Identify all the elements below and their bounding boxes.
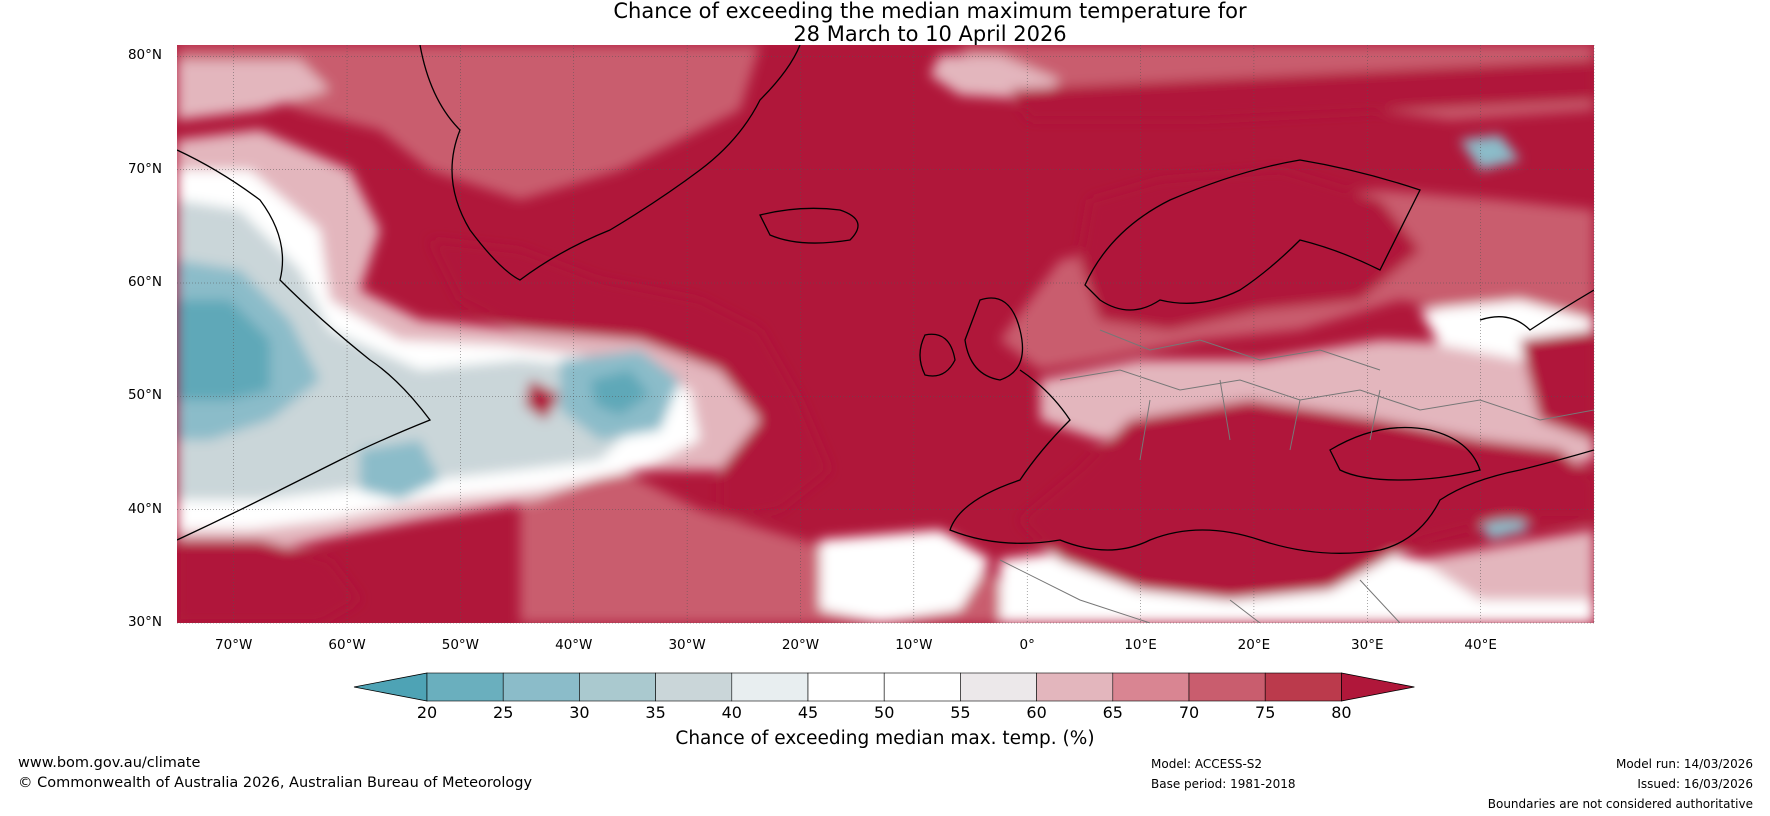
colorbar-tick-label: 35	[645, 703, 666, 722]
latitude-label: 70°N	[127, 160, 162, 177]
model-name: Model: ACCESS-S2	[1151, 757, 1263, 771]
colorbar-tick-label: 45	[797, 703, 819, 722]
coastlines	[177, 45, 1594, 554]
colorbar-segment	[655, 672, 733, 702]
region-nova-scotia-cool	[360, 440, 440, 500]
border-line-3	[1139, 379, 1381, 461]
colorbar-extend-low	[353, 672, 428, 702]
region-volga-hot	[1520, 330, 1594, 440]
colorbar-tick-label: 75	[1255, 703, 1276, 722]
colorbar-tick-label: 40	[721, 703, 742, 722]
title-line-2: 28 March to 10 April 2026	[793, 22, 1067, 46]
coastline-north-america	[177, 149, 432, 541]
latitude-label: 80°N	[127, 47, 162, 64]
longitude-label: 30°W	[668, 637, 706, 653]
region-hot-spot-a	[525, 380, 560, 420]
longitude-label: 10°E	[1124, 637, 1157, 653]
latitude-label: 60°N	[127, 274, 162, 290]
longitude-label: 0°	[1019, 637, 1035, 653]
border-line-africa	[999, 559, 1401, 623]
colorbar-segment	[1036, 672, 1114, 702]
coastline-russia	[1479, 289, 1594, 331]
border-line-1	[1059, 369, 1594, 421]
border-line-2	[1099, 329, 1381, 371]
longitude-label: 10°W	[895, 637, 933, 653]
graticule	[177, 45, 1595, 624]
model-run-date: Model run: 14/03/2026	[1615, 757, 1753, 771]
coastline-scandinavia	[1084, 159, 1421, 311]
longitude-label: 70°W	[215, 637, 253, 653]
longitude-label: 60°W	[328, 637, 366, 653]
colorbar-tick-label: 20	[416, 703, 438, 722]
longitude-label: 30°E	[1351, 637, 1384, 653]
coastline-europe-mediterranean	[949, 369, 1594, 554]
map-field	[177, 45, 1594, 623]
copyright-text: © Commonwealth of Australia 2026, Austra…	[18, 775, 533, 791]
coastline-greenland	[419, 45, 801, 281]
region-azores-neutral	[820, 530, 990, 623]
colorbar-segment	[426, 672, 504, 702]
website-link[interactable]: www.bom.gov.au/climate	[18, 755, 201, 771]
colorbar-tick-label: 55	[950, 703, 971, 722]
colorbar-segment	[502, 672, 580, 702]
longitude-label: 50°W	[441, 637, 480, 653]
coastline-iceland	[759, 207, 859, 244]
colorbar-tick-label: 60	[1026, 703, 1047, 722]
longitude-label: 20°W	[781, 637, 820, 653]
region-midatlantic-cool-strong	[590, 370, 650, 415]
colorbar-segment	[1264, 672, 1342, 702]
colorbar-tick-label: 65	[1102, 703, 1123, 722]
latitude-label: 30°N	[127, 614, 162, 630]
longitude-label: 20°E	[1237, 637, 1271, 653]
colorbar-segment	[731, 672, 809, 702]
colorbar-tick-label: 30	[569, 703, 590, 722]
region-svalbard-mild	[930, 55, 1060, 100]
colorbar-segment	[960, 672, 1037, 702]
region-gulf-stream-hot	[177, 540, 360, 623]
colorbar-tick-label: 50	[874, 703, 895, 722]
longitude-label: 40°E	[1464, 637, 1497, 653]
coastline-britain	[964, 297, 1024, 381]
map-title: Chance of exceeding the median maximum t…	[0, 0, 1770, 46]
colorbar-extend-high	[1341, 672, 1415, 702]
colorbar-tick-label: 70	[1178, 703, 1200, 722]
region-arctic-hot	[1010, 60, 1594, 120]
region-barents-cool	[1460, 135, 1520, 170]
colorbar-segment	[883, 672, 961, 702]
issued-date: Issued: 16/03/2026	[1637, 777, 1753, 791]
region-north-atlantic-hot	[430, 240, 830, 520]
coastline-black-sea	[1329, 426, 1481, 481]
colorbar-segment	[1188, 672, 1266, 702]
region-labrador-cool-strong	[177, 300, 270, 400]
boundaries-disclaimer: Boundaries are not considered authoritat…	[1487, 797, 1753, 811]
colorbar-segment	[807, 672, 885, 702]
region-north-mild	[177, 60, 330, 120]
colorbar-segment	[1112, 672, 1190, 702]
region-mediterranean-hot	[1020, 400, 1594, 600]
region-labrador-cool-light	[177, 200, 650, 500]
longitude-label: 40°W	[555, 637, 593, 653]
title-line-1: Chance of exceeding the median maximum t…	[613, 0, 1247, 23]
country-borders	[999, 329, 1594, 623]
colorbar-tick-label: 80	[1331, 703, 1352, 722]
latitude-label: 40°N	[127, 500, 162, 517]
coastline-ireland	[919, 333, 956, 377]
latitude-label: 50°N	[127, 387, 162, 404]
base-period: Base period: 1981-2018	[1151, 777, 1296, 791]
region-middle-east-mild	[1420, 530, 1594, 600]
colorbar-segment	[579, 672, 656, 702]
colorbar-tick-label: 25	[493, 703, 514, 722]
colorbar-label: Chance of exceeding median max. temp. (%…	[675, 728, 1095, 749]
region-scandinavia-hot	[1080, 170, 1420, 330]
